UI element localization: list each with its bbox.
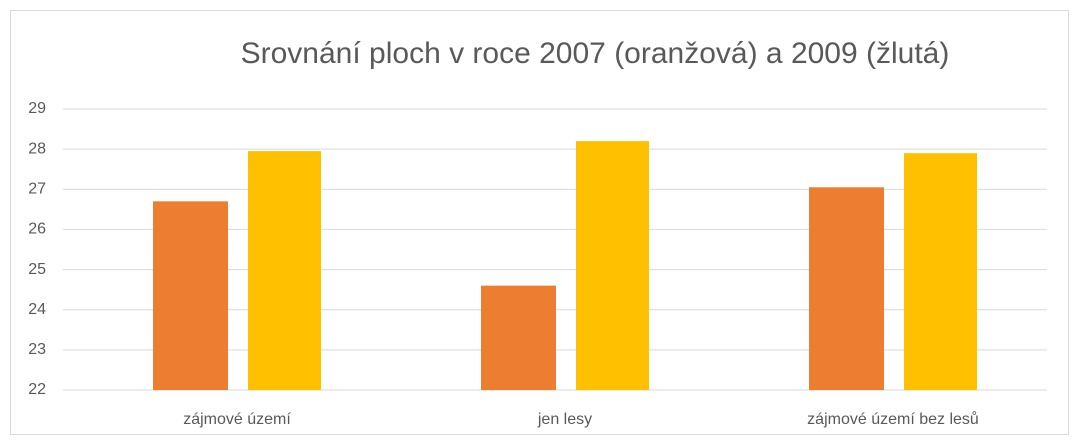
x-tick-label: zájmové území	[183, 411, 291, 428]
x-tick-label: jen lesy	[537, 411, 592, 428]
y-tick-label: 29	[28, 100, 46, 117]
bar	[576, 141, 649, 390]
y-tick-label: 27	[28, 181, 46, 198]
y-tick-label: 22	[28, 381, 46, 398]
y-tick-label: 24	[28, 301, 46, 318]
bar	[248, 151, 321, 390]
bar	[153, 201, 228, 390]
y-tick-label: 26	[28, 221, 46, 238]
x-tick-label: zájmové území bez lesů	[807, 410, 979, 428]
y-tick-label: 23	[28, 341, 46, 358]
bar	[904, 153, 977, 390]
chart-title: Srovnání ploch v roce 2007 (oranžová) a …	[241, 37, 950, 70]
bar	[809, 187, 884, 390]
bar	[481, 285, 556, 390]
y-tick-label: 25	[28, 261, 46, 278]
y-tick-label: 28	[28, 140, 46, 157]
